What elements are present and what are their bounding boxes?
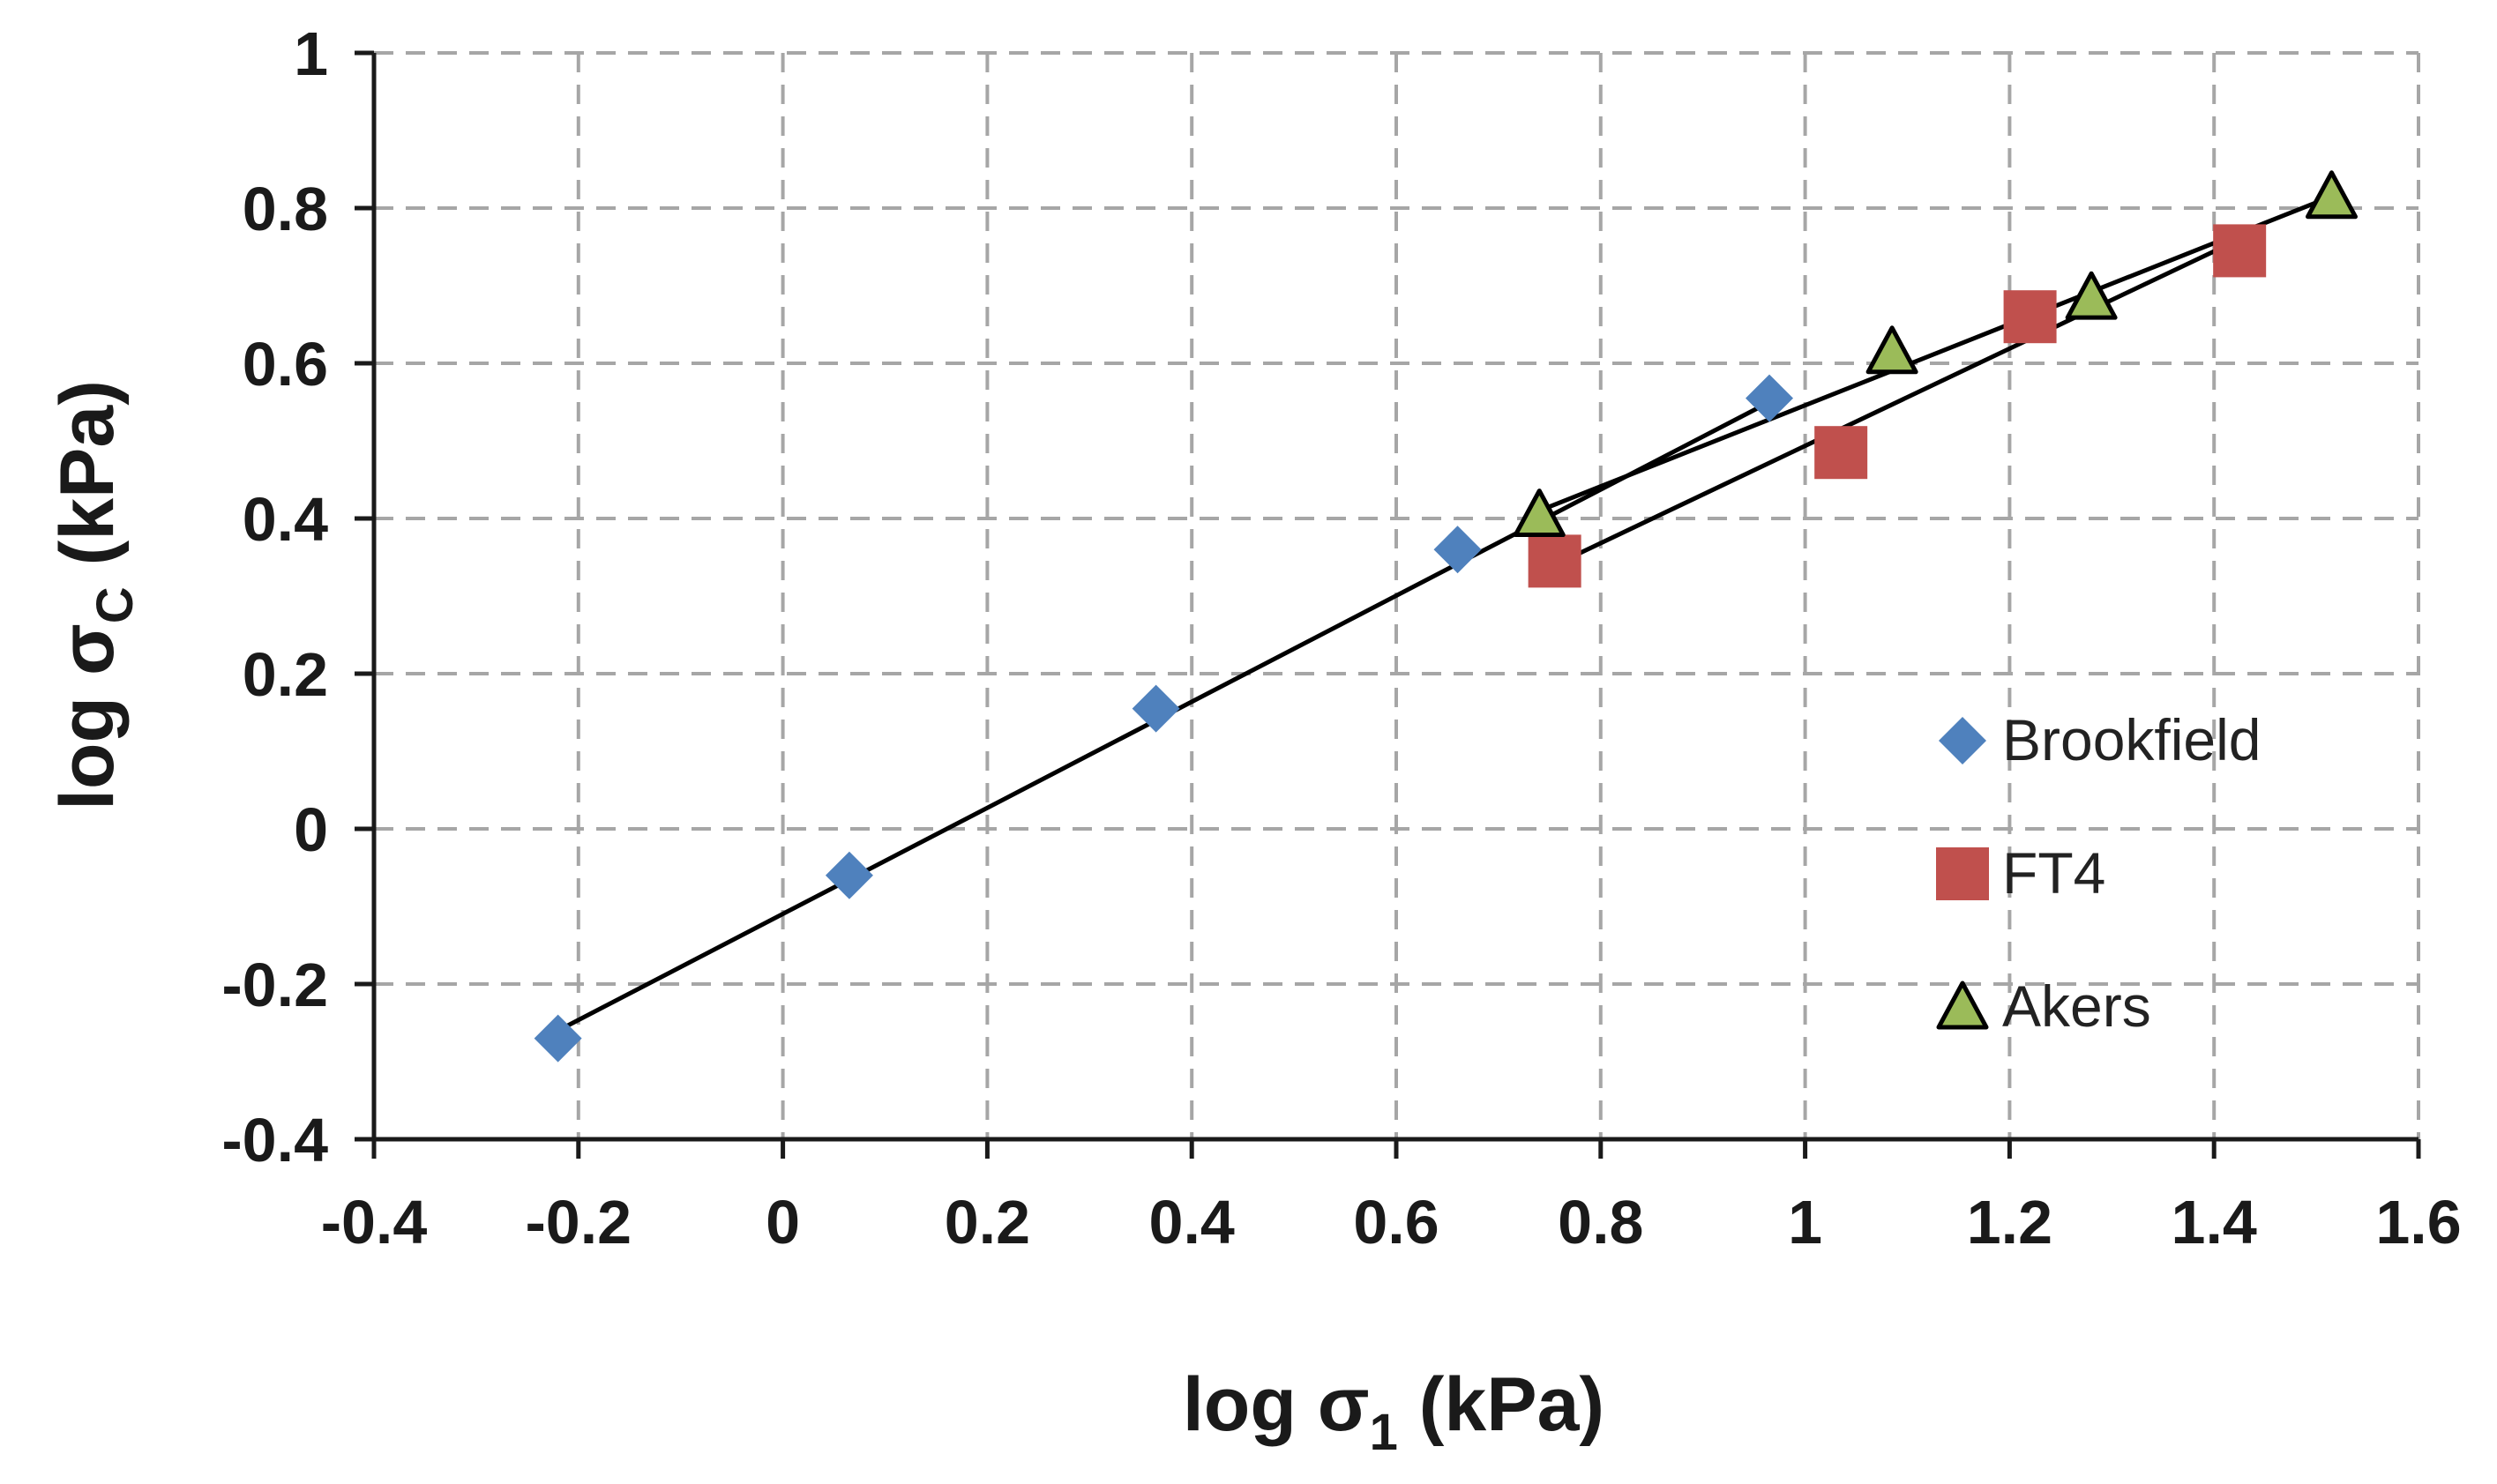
x-tick-label: 1.4: [2172, 1188, 2257, 1257]
legend-label-akers: Akers: [2002, 973, 2151, 1039]
grid: [374, 51, 2420, 1139]
legend-item-akers: Akers: [1936, 973, 2151, 1039]
markers: [534, 170, 2358, 1063]
x-axis-title-prefix: log: [1183, 1362, 1318, 1447]
point-brookfield: [1746, 374, 1794, 422]
y-tick-labels: -0.4 -0.2 0 0.2 0.4 0.6 0.8 1: [221, 19, 328, 1175]
x-tick-label: 1: [1788, 1188, 1822, 1257]
y-tick-label: 0.4: [243, 485, 328, 554]
x-axis-title-suffix: (kPa): [1398, 1362, 1604, 1447]
point-ft4: [1528, 534, 1581, 588]
y-axis-title-subscript: C: [86, 586, 144, 623]
trendline-ft4: [1553, 236, 2241, 568]
x-axis-title-symbol: σ: [1318, 1362, 1370, 1447]
x-tick-label: 0.4: [1149, 1188, 1235, 1257]
x-tick-label: 0.2: [945, 1188, 1030, 1257]
point-brookfield: [1433, 526, 1482, 574]
legend-marker-akers: [1936, 981, 1989, 1030]
point-brookfield: [534, 1014, 582, 1063]
y-axis-title-suffix: (kPa): [45, 380, 130, 586]
y-tick-label: 0.8: [243, 175, 328, 243]
point-brookfield: [825, 851, 873, 899]
point-akers: [1513, 488, 1566, 538]
legend-label-brookfield: Brookfield: [2002, 707, 2262, 772]
y-tick-label: 1: [294, 19, 328, 88]
x-tick-label: -0.4: [321, 1188, 428, 1257]
legend-item-ft4: FT4: [1936, 840, 2105, 906]
point-akers: [1865, 325, 1918, 375]
y-axis-title-symbol: σ: [45, 623, 130, 675]
x-tick-label: 0.6: [1353, 1188, 1439, 1257]
legend-label-ft4: FT4: [2002, 840, 2105, 906]
legend-marker-brookfield: [1939, 717, 1986, 764]
legend-marker-ft4: [1936, 847, 1989, 900]
x-axis-title: log σ1 (kPa): [1183, 1362, 1604, 1461]
point-ft4: [2003, 290, 2057, 344]
point-akers: [2065, 271, 2118, 320]
x-tick-labels: -0.4 -0.2 0 0.2 0.4 0.6 0.8 1 1.2 1.4 1.6: [321, 1188, 2462, 1257]
legend-item-brookfield: Brookfield: [1939, 707, 2262, 772]
axes: [355, 50, 2421, 1159]
x-tick-label: 1.2: [1967, 1188, 2052, 1257]
y-tick-label: -0.4: [221, 1106, 328, 1175]
y-tick-label: 0.6: [243, 330, 328, 399]
x-tick-label: 0: [766, 1188, 800, 1257]
point-ft4: [1814, 426, 1868, 480]
trendline-akers: [1538, 194, 2333, 513]
y-tick-label: 0: [294, 795, 328, 864]
x-tick-label: 1.6: [2375, 1188, 2461, 1257]
y-axis-title: log σC (kPa): [45, 380, 144, 810]
x-tick-label: 0.8: [1558, 1188, 1643, 1257]
point-ft4: [2213, 224, 2267, 278]
y-tick-label: 0.2: [243, 640, 328, 709]
legend: Brookfield FT4 Akers: [1936, 707, 2262, 1039]
x-tick-label: -0.2: [525, 1188, 632, 1257]
y-axis-title-prefix: log: [45, 675, 130, 810]
x-axis-title-subscript: 1: [1370, 1404, 1398, 1461]
y-tick-label: -0.2: [221, 951, 328, 1019]
point-brookfield: [1132, 684, 1180, 733]
point-akers: [2305, 170, 2358, 220]
